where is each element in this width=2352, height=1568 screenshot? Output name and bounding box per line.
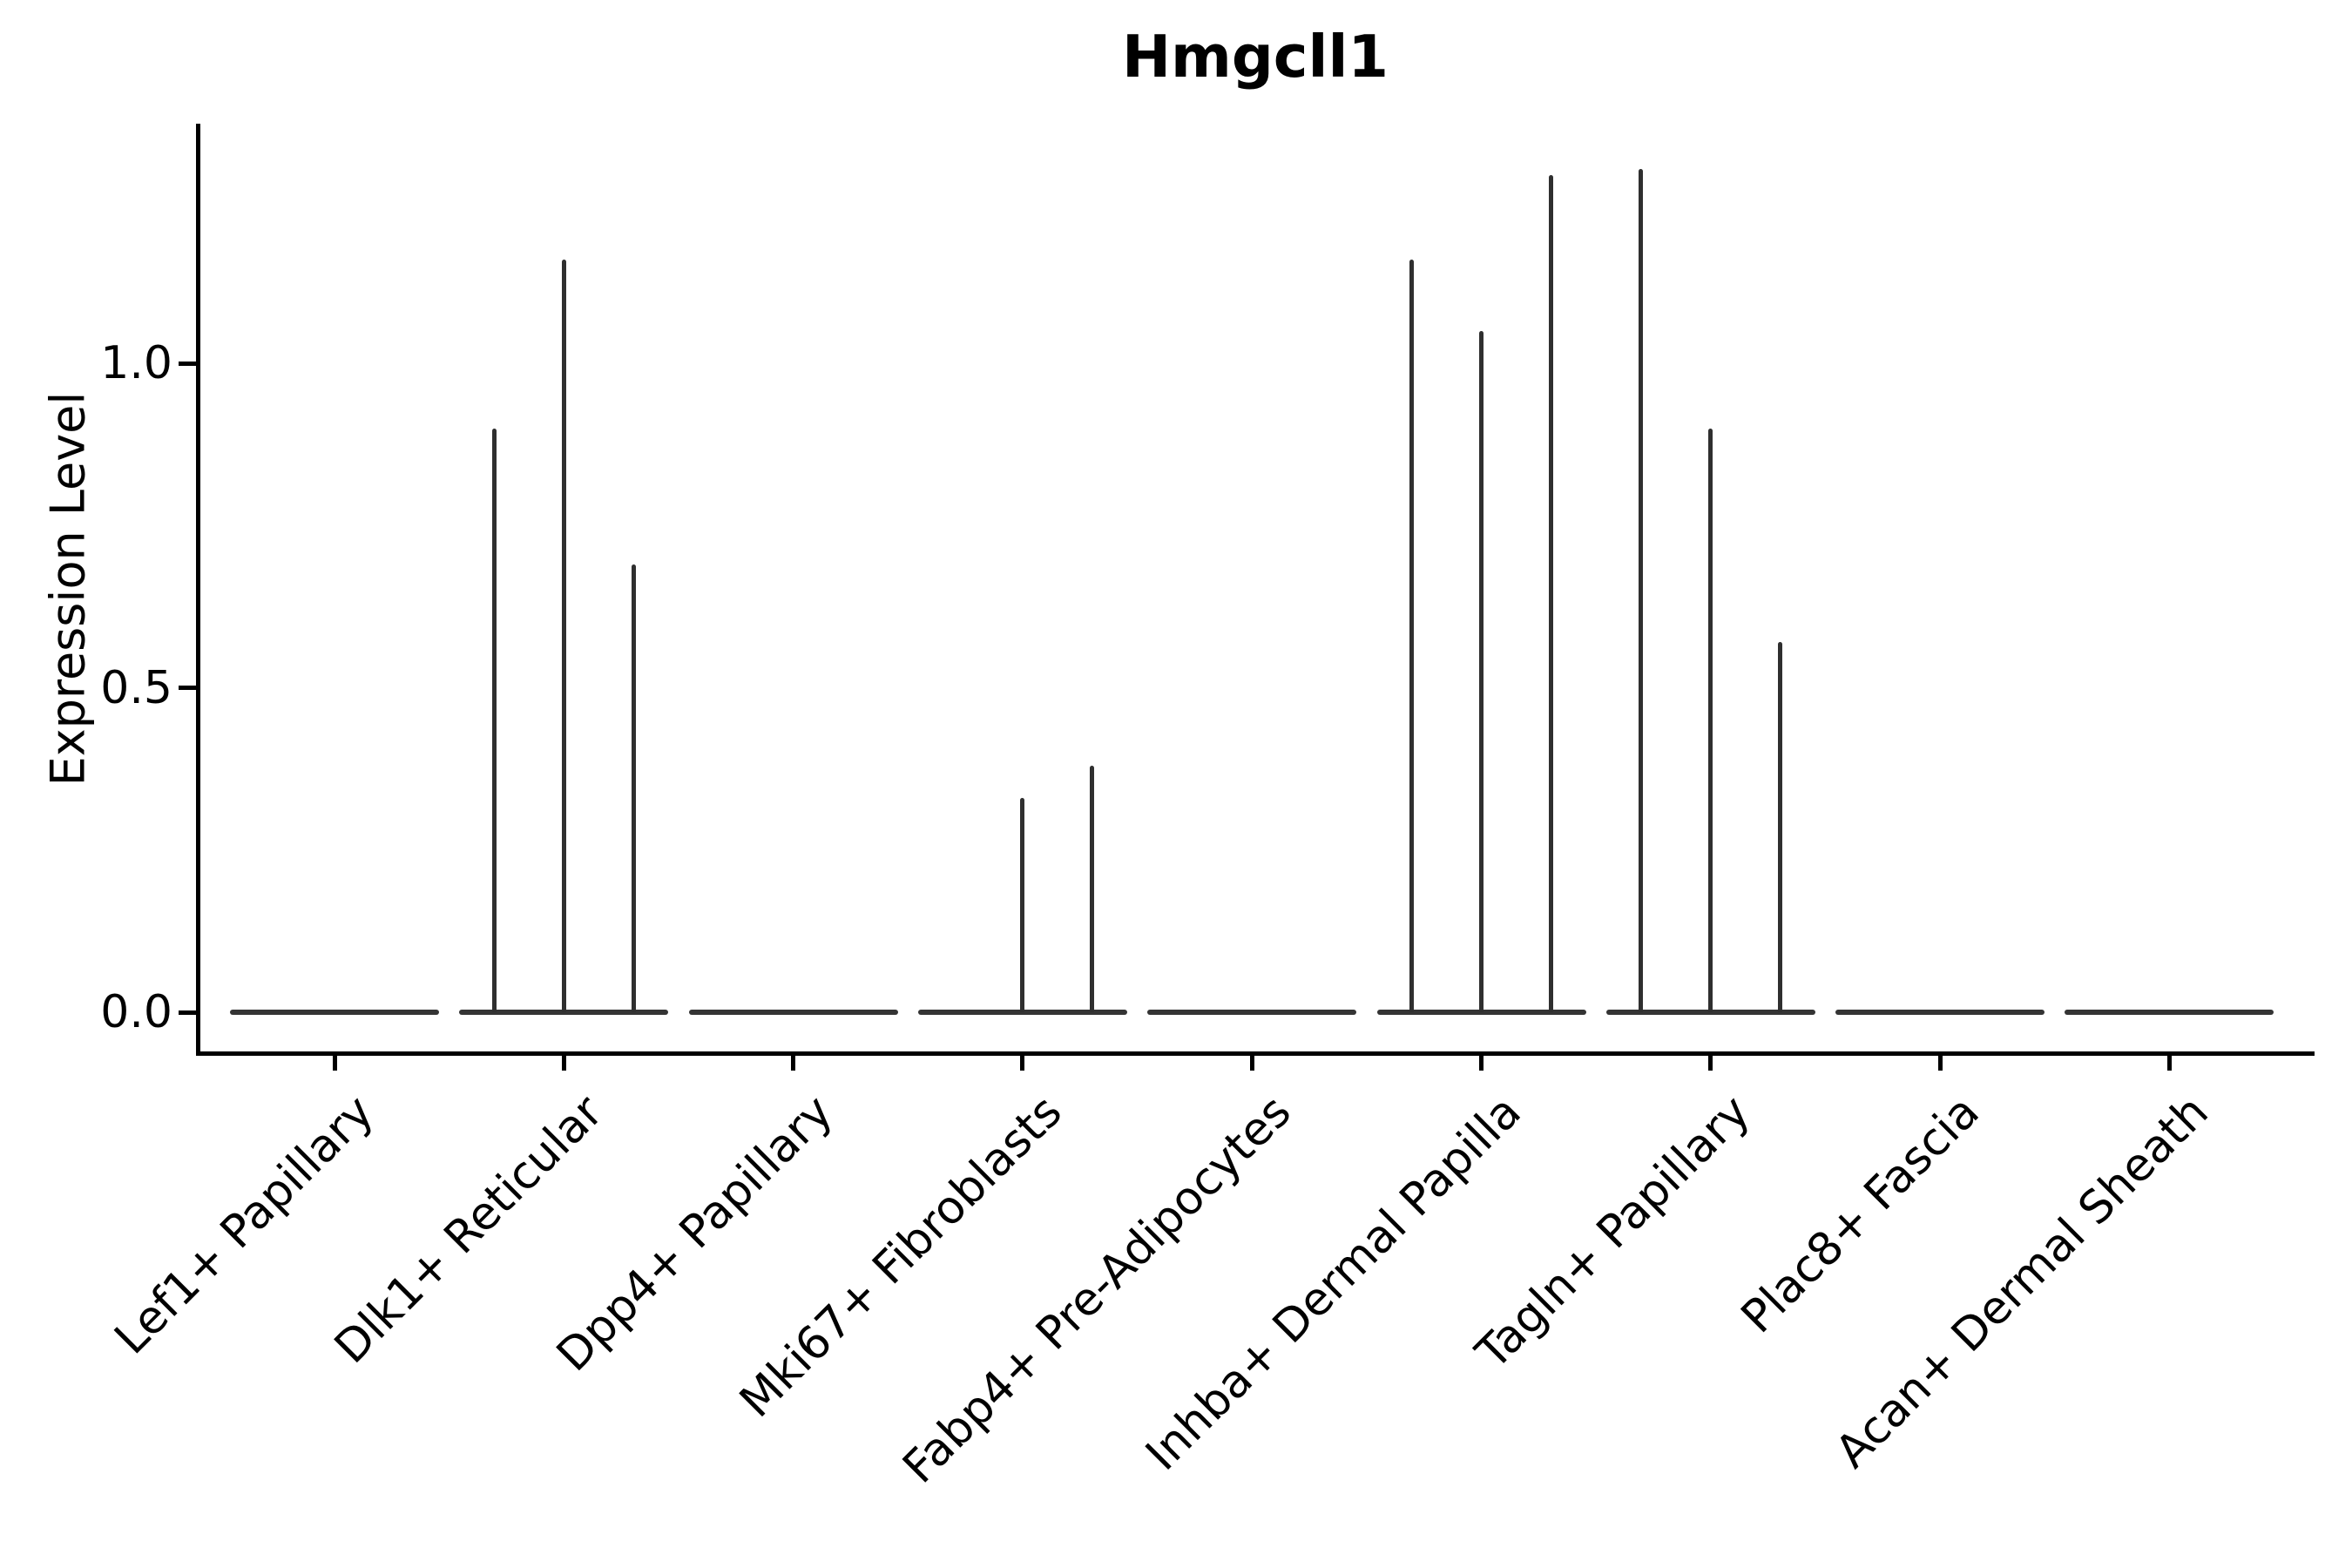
violin-baseline [230,1010,439,1015]
violin-baseline [459,1010,669,1015]
y-axis-label: Expression Level [40,391,96,787]
x-tick-mark [332,1053,337,1071]
violin-baseline [2065,1010,2274,1015]
y-tick-mark [179,686,198,690]
y-tick-label: 1.0 [100,337,172,389]
violin-spike [1708,428,1713,1012]
x-tick-label: Fabp4+ Pre-Adipocytes [893,1085,1301,1494]
violin-baseline [1147,1010,1357,1015]
violin-spike [1090,765,1095,1012]
x-tick-mark [1249,1053,1254,1071]
x-tick-mark [1937,1053,1943,1071]
x-tick-mark [1020,1053,1025,1071]
violin-spike [1549,174,1553,1012]
y-tick-label: 0.0 [100,986,172,1038]
chart-title: Hmgcll1 [1121,23,1389,91]
violin-baseline [1376,1010,1586,1015]
y-tick-label: 0.5 [100,661,172,714]
violin-spike [631,564,636,1012]
y-tick-mark [179,1010,198,1015]
violin-spike [561,259,566,1012]
y-axis-spine [196,124,200,1056]
violin-spike [491,428,497,1012]
x-tick-mark [791,1053,796,1071]
violin-spike [1639,168,1644,1012]
x-tick-label: Plac8+ Fascia [1731,1085,1990,1344]
y-tick-mark [179,361,198,366]
violin-baseline [1605,1010,1815,1015]
violin-spike [1479,330,1484,1012]
violin-spike [1020,798,1025,1012]
violin-baseline [688,1010,898,1015]
x-tick-mark [561,1053,566,1071]
x-tick-label: Inhba+ Dermal Papilla [1135,1085,1531,1481]
x-tick-label: Acan+ Dermal Sheath [1826,1085,2220,1478]
x-tick-mark [2166,1053,2172,1071]
x-tick-mark [1708,1053,1713,1071]
violin-spike [1778,642,1783,1012]
x-tick-mark [1479,1053,1484,1071]
violin-baseline [917,1010,1127,1015]
violin-baseline [1835,1010,2045,1015]
x-axis-spine [196,1051,2315,1056]
violin-spike [1409,259,1414,1012]
